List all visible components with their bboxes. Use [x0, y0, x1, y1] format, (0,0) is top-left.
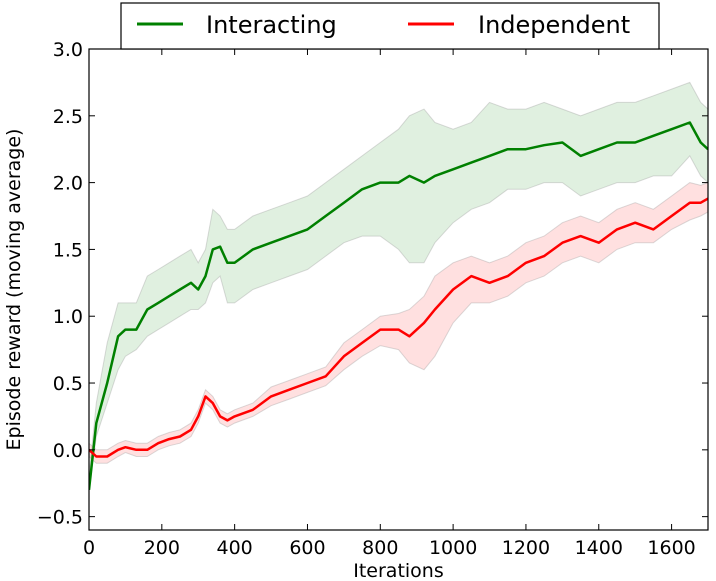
y-tick-label: 2.0 [53, 173, 83, 195]
x-tick-label: 600 [289, 537, 325, 559]
y-axis-title: Episode reward (moving average) [3, 129, 25, 451]
y-axis: −0.5 0.0 0.5 1.0 1.5 2.0 2.5 3.0 [37, 39, 708, 529]
y-tick-label: 3.0 [53, 39, 83, 61]
y-tick-label: 2.5 [53, 106, 83, 128]
series-line-interacting [89, 121, 708, 491]
y-tick-label: 1.5 [53, 239, 83, 261]
series-line-independent [89, 197, 708, 458]
x-tick-label: 800 [362, 537, 398, 559]
y-tick-label: −0.5 [37, 507, 83, 529]
y-tick-label: 1.0 [53, 306, 83, 328]
x-tick-label: 1000 [429, 537, 477, 559]
x-tick-label: 1200 [502, 537, 550, 559]
y-tick-label: 0.0 [53, 440, 83, 462]
plot-area [88, 48, 709, 531]
x-axis-title: Iterations [353, 560, 444, 581]
x-tick-label: 400 [217, 537, 253, 559]
legend-label-independent: Independent [478, 11, 630, 39]
x-tick-label: 1400 [575, 537, 623, 559]
legend-label-interacting: Interacting [206, 11, 337, 39]
y-tick-label: 0.5 [53, 373, 83, 395]
series-band-independent [89, 182, 708, 464]
legend-box [120, 2, 660, 50]
x-tick-label: 0 [83, 537, 95, 559]
series-band-interacting [89, 81, 708, 490]
x-axis: 0 200 400 600 800 1000 1200 1400 1600 [83, 49, 696, 559]
x-tick-label: 1600 [647, 537, 695, 559]
x-tick-label: 200 [144, 537, 180, 559]
legend: Interacting Independent [120, 2, 660, 50]
